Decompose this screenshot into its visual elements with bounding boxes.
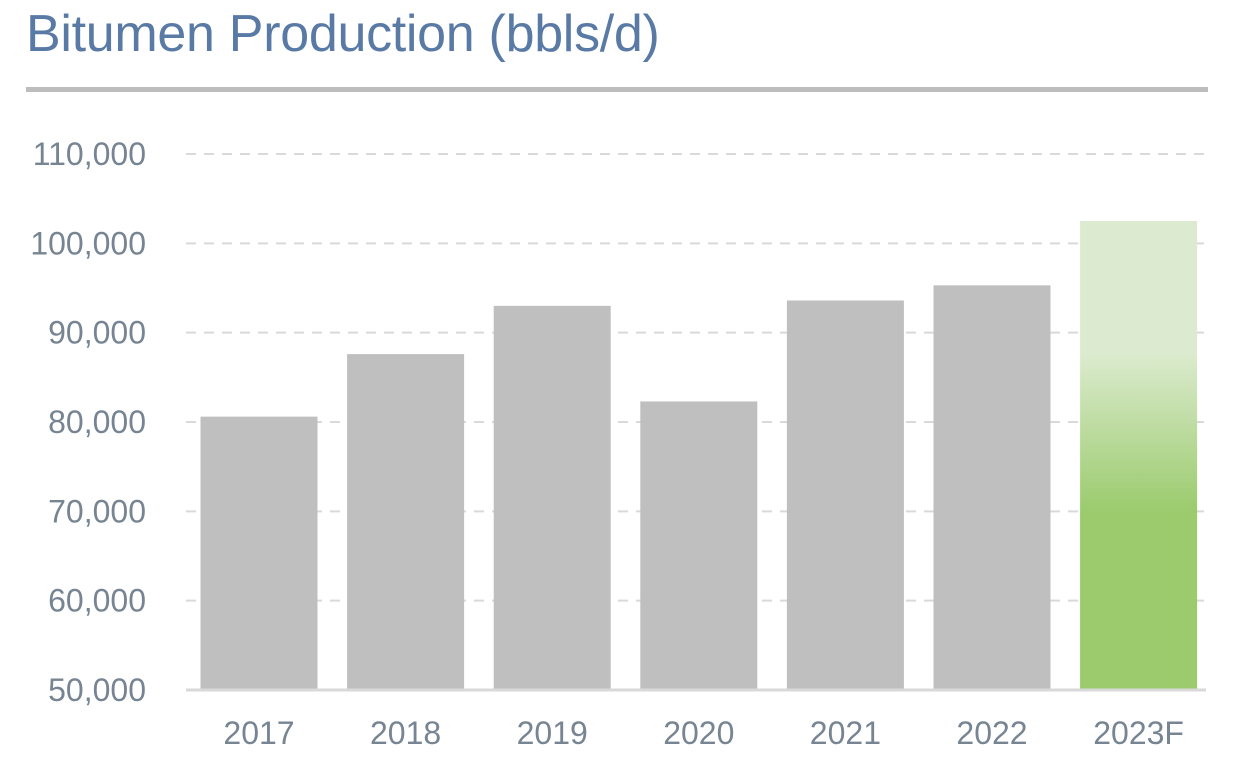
bar-2022 <box>933 285 1051 690</box>
y-tick-label: 70,000 <box>48 493 146 529</box>
bar-forecast-2023F <box>1080 221 1198 690</box>
x-tick-label: 2023F <box>1093 715 1184 751</box>
y-tick-label: 100,000 <box>30 225 146 261</box>
x-axis-tick-labels: 2017 2018 2019 2020 2021 2022 2023F <box>223 715 1184 751</box>
title-divider <box>26 87 1208 92</box>
x-tick-label: 2017 <box>223 715 294 751</box>
y-tick-label: 80,000 <box>48 404 146 440</box>
y-tick-label: 110,000 <box>33 136 146 172</box>
bars <box>200 221 1198 690</box>
y-tick-label: 50,000 <box>48 672 146 708</box>
y-axis-tick-labels: 50,000 60,000 70,000 80,000 90,000 100,000 110… <box>30 136 146 708</box>
bar-2021 <box>786 300 904 690</box>
bar-2017 <box>200 416 318 690</box>
bar-2020 <box>640 401 758 690</box>
y-tick-label: 90,000 <box>48 315 146 351</box>
x-tick-label: 2019 <box>517 715 588 751</box>
x-tick-label: 2020 <box>663 715 734 751</box>
chart-title: Bitumen Production (bbls/d) <box>26 5 660 63</box>
x-tick-label: 2018 <box>370 715 441 751</box>
x-tick-label: 2021 <box>810 715 881 751</box>
x-tick-label: 2022 <box>956 715 1027 751</box>
bar-2018 <box>347 354 465 690</box>
y-tick-label: 60,000 <box>48 583 146 619</box>
bar-2019 <box>493 305 611 690</box>
